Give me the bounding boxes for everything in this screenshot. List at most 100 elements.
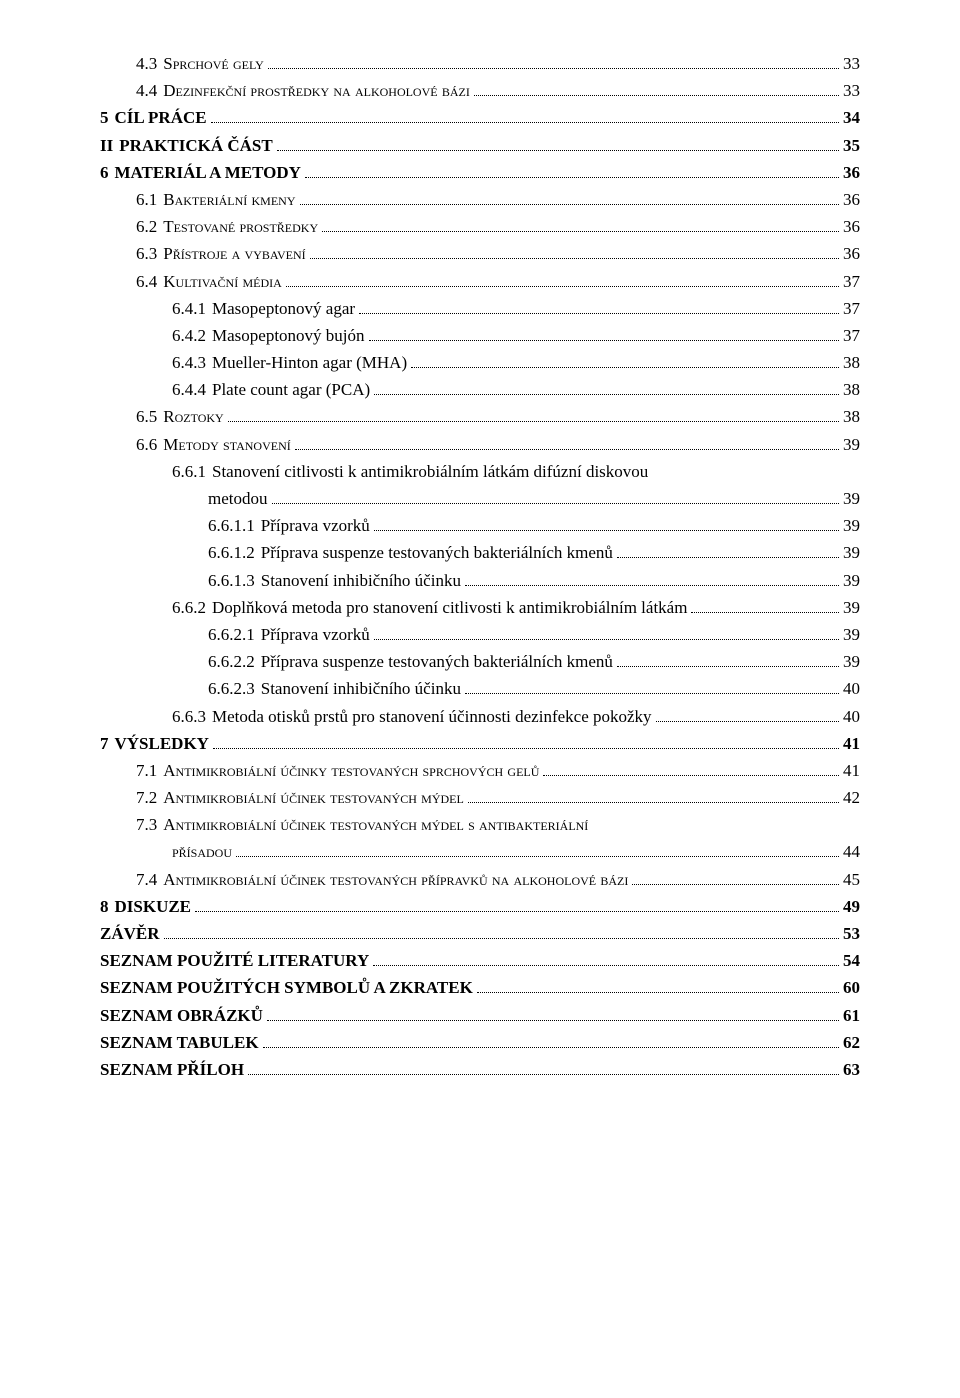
- toc-entry-page: 39: [843, 567, 860, 594]
- toc-leader: [359, 313, 839, 314]
- toc-entry-title: Příprava suspenze testovaných bakteriáln…: [255, 539, 613, 566]
- toc-entry-label: 6.2: [136, 213, 157, 240]
- toc-leader: [465, 693, 839, 694]
- toc-leader: [322, 231, 839, 232]
- toc-entry: 6.4Kultivační média37: [100, 268, 860, 295]
- toc-entry-title: SEZNAM POUŽITÉ LITERATURY: [100, 947, 369, 974]
- toc-entry-label: 6.6.1: [172, 458, 206, 485]
- toc-entry-title: Stanovení inhibičního účinku: [255, 567, 461, 594]
- toc-entry: 6.1Bakteriální kmeny36: [100, 186, 860, 213]
- toc-entry-page: 39: [843, 621, 860, 648]
- toc-leader: [305, 177, 839, 178]
- toc-entry-page: 41: [843, 757, 860, 784]
- toc-entry-label: 6.4.2: [172, 322, 206, 349]
- toc-entry-label: 6.6.2.2: [208, 648, 255, 675]
- toc-entry-page: 42: [843, 784, 860, 811]
- toc-entry-continuation: přísadou44: [100, 838, 860, 865]
- toc-entry-label: 7.3: [136, 811, 157, 838]
- toc-entry-title: Plate count agar (PCA): [206, 376, 370, 403]
- toc-page: 4.3Sprchové gely334.4Dezinfekční prostře…: [0, 0, 960, 1143]
- toc-entry-page: 62: [843, 1029, 860, 1056]
- toc-entry-title: Dezinfekční prostředky na alkoholové báz…: [157, 77, 470, 104]
- toc-entry-title: CÍL PRÁCE: [109, 104, 207, 131]
- toc-entry: ZÁVĚR53: [100, 920, 860, 947]
- toc-entry-page: 40: [843, 675, 860, 702]
- toc-entry-label: 6.1: [136, 186, 157, 213]
- toc-leader: [468, 802, 839, 803]
- toc-entry-title: Antimikrobiální účinek testovaných mýdel…: [157, 811, 588, 838]
- toc-entry: 6.6.2.2Příprava suspenze testovaných bak…: [100, 648, 860, 675]
- toc-entry-page: 36: [843, 159, 860, 186]
- toc-leader: [277, 150, 839, 151]
- toc-leader: [369, 340, 839, 341]
- toc-entry: 4.3Sprchové gely33: [100, 50, 860, 77]
- toc-entry: 6.3Přístroje a vybavení36: [100, 240, 860, 267]
- toc-entry-label: 8: [100, 893, 109, 920]
- toc-entry-label: 6.6.1.2: [208, 539, 255, 566]
- toc-entry-title: Stanovení citlivosti k antimikrobiálním …: [206, 458, 648, 485]
- toc-entry-title: Přístroje a vybavení: [157, 240, 305, 267]
- toc-leader: [477, 992, 839, 993]
- toc-entry-label: 6.6.2: [172, 594, 206, 621]
- toc-entry-label: 5: [100, 104, 109, 131]
- toc-entry-page: 39: [843, 512, 860, 539]
- toc-entry-page: 49: [843, 893, 860, 920]
- toc-entry-page: 33: [843, 77, 860, 104]
- toc-entry-title: Kultivační média: [157, 268, 282, 295]
- toc-entry-page: 36: [843, 240, 860, 267]
- toc-entry-page: 60: [843, 974, 860, 1001]
- toc-entry-title: Příprava vzorků: [255, 621, 370, 648]
- toc-entry-title: metodou: [208, 485, 268, 512]
- toc-entry-title: Metody stanovení: [157, 431, 291, 458]
- toc-leader: [295, 449, 839, 450]
- toc-entry: 6MATERIÁL A METODY36: [100, 159, 860, 186]
- toc-entry: 7VÝSLEDKY41: [100, 730, 860, 757]
- toc-entry: 6.6.2Doplňková metoda pro stanovení citl…: [100, 594, 860, 621]
- toc-entry: 6.4.4Plate count agar (PCA) 38: [100, 376, 860, 403]
- toc-entry-page: 41: [843, 730, 860, 757]
- toc-entry: SEZNAM PŘÍLOH 63: [100, 1056, 860, 1083]
- toc-entry-label: 6.6.2.3: [208, 675, 255, 702]
- toc-entry-page: 34: [843, 104, 860, 131]
- toc-leader: [373, 965, 839, 966]
- toc-entry-page: 38: [843, 376, 860, 403]
- toc-entry-title: SEZNAM TABULEK: [100, 1029, 259, 1056]
- toc-entry-title: Mueller-Hinton agar (MHA): [206, 349, 407, 376]
- toc-leader: [195, 911, 839, 912]
- toc-leader: [474, 95, 839, 96]
- toc-leader: [286, 286, 839, 287]
- toc-entry-title: Antimikrobiální účinky testovaných sprch…: [157, 757, 539, 784]
- toc-entry-label: 6.5: [136, 403, 157, 430]
- toc-entry-label: 6.4.4: [172, 376, 206, 403]
- toc-leader: [465, 585, 839, 586]
- toc-entry: 7.2Antimikrobiální účinek testovaných mý…: [100, 784, 860, 811]
- toc-entry-title: SEZNAM PŘÍLOH: [100, 1056, 244, 1083]
- toc-entry-page: 63: [843, 1056, 860, 1083]
- toc-entry-page: 39: [843, 539, 860, 566]
- toc-leader: [228, 421, 839, 422]
- toc-entry-page: 38: [843, 403, 860, 430]
- toc-entry: 7.3Antimikrobiální účinek testovaných mý…: [100, 811, 860, 838]
- toc-leader: [267, 1020, 839, 1021]
- toc-entry-title: Masopeptonový bujón: [206, 322, 365, 349]
- toc-entry-page: 39: [843, 594, 860, 621]
- toc-entry: IIPRAKTICKÁ ČÁST35: [100, 132, 860, 159]
- toc-entry: 8DISKUZE49: [100, 893, 860, 920]
- toc-entry-label: 7: [100, 730, 109, 757]
- toc-leader: [374, 394, 839, 395]
- toc-leader: [374, 639, 839, 640]
- toc-entry: SEZNAM POUŽITÉ LITERATURY54: [100, 947, 860, 974]
- toc-entry: 6.6.1.2Příprava suspenze testovaných bak…: [100, 539, 860, 566]
- toc-entry-title: Masopeptonový agar: [206, 295, 355, 322]
- toc-entry: 6.4.1Masopeptonový agar37: [100, 295, 860, 322]
- toc-entry: 6.6.1.3Stanovení inhibičního účinku39: [100, 567, 860, 594]
- toc-entry-label: 7.1: [136, 757, 157, 784]
- toc-leader: [411, 367, 839, 368]
- toc-entry-label: 4.3: [136, 50, 157, 77]
- toc-entry-page: 35: [843, 132, 860, 159]
- toc-entry-page: 40: [843, 703, 860, 730]
- toc-entry: 6.6Metody stanovení39: [100, 431, 860, 458]
- toc-entry: 6.6.3Metoda otisků prstů pro stanovení ú…: [100, 703, 860, 730]
- toc-leader: [272, 503, 840, 504]
- toc-entry: 6.6.1Stanovení citlivosti k antimikrobiá…: [100, 458, 860, 485]
